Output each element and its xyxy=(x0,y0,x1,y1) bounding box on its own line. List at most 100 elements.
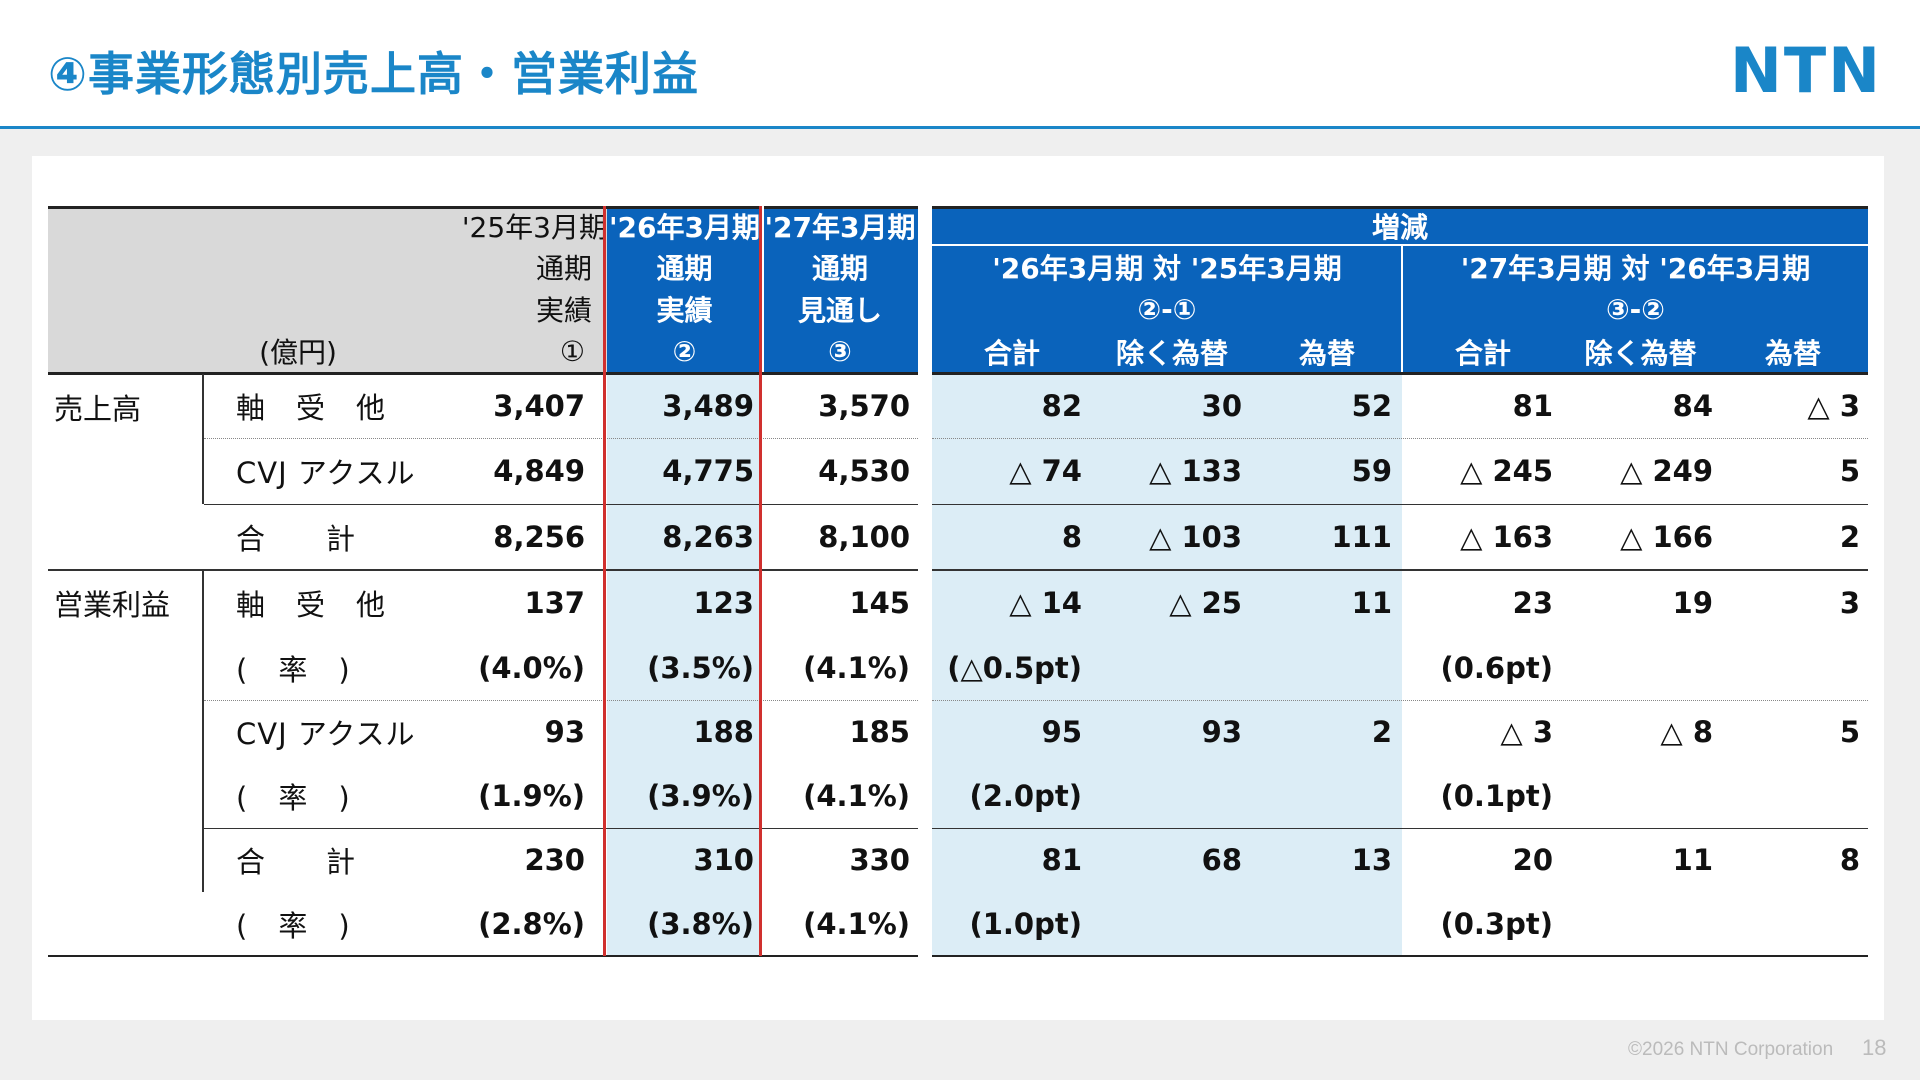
row-divider xyxy=(932,438,1868,439)
table-cell: 68 xyxy=(1201,843,1242,877)
table-cell: 4,530 xyxy=(818,454,910,488)
table-cell: △ 166 xyxy=(1620,520,1713,554)
page-title: ④事業形態別売上高・営業利益 xyxy=(48,47,699,101)
table-cell: (△0.5pt) xyxy=(947,651,1082,685)
col-fy26-line2: 通期 xyxy=(656,252,713,285)
change2-title: '27年3月期 対 '26年3月期 xyxy=(1460,252,1811,285)
table-cell xyxy=(1563,892,1713,956)
header-blue-change xyxy=(932,206,1868,374)
table-cell: 8 xyxy=(1839,843,1860,877)
page-number: 18 xyxy=(1862,1035,1887,1060)
table-cell xyxy=(1252,636,1392,700)
change2-formula: ③-② xyxy=(1605,292,1666,326)
table-cell: 8 xyxy=(1061,520,1082,554)
col-fy25-line4: ① xyxy=(559,334,585,368)
change2-sub-excl-fx: 除く為替 xyxy=(1584,337,1697,370)
table-cell: (3.5%) xyxy=(647,651,754,685)
table-cell: 2 xyxy=(1839,520,1860,554)
table-cell: (0.6pt) xyxy=(1440,651,1553,685)
table-cell: △ 14 xyxy=(1009,586,1082,620)
table-cell: 5 xyxy=(1839,715,1860,749)
table-cell: 19 xyxy=(1672,586,1713,620)
header-bottom-line-right xyxy=(932,372,1868,375)
table-cell: (1.9%) xyxy=(478,779,585,813)
header-divider xyxy=(0,126,1920,129)
table-cell: 3,570 xyxy=(818,389,910,423)
row-label: ( 率 ) xyxy=(236,909,351,943)
fy26-frame-left xyxy=(603,206,606,956)
table-cell: 8,100 xyxy=(818,520,910,554)
table-cell: 185 xyxy=(849,715,910,749)
copyright: ©2026 NTN Corporation xyxy=(1628,1039,1834,1060)
table-cell: 84 xyxy=(1672,389,1713,423)
table-cell: 59 xyxy=(1351,454,1392,488)
table-cell xyxy=(1718,636,1860,700)
header-blue-fy26 xyxy=(607,206,762,374)
row-label: 合 計 xyxy=(236,522,357,556)
table-cell: 3,407 xyxy=(493,389,585,423)
ntn-logo: NTN xyxy=(1730,34,1883,107)
change2-sub-fx: 為替 xyxy=(1764,337,1821,370)
table-cell: 81 xyxy=(1041,843,1082,877)
row-divider xyxy=(204,438,918,439)
table-cell: △ 249 xyxy=(1620,454,1713,488)
col-fy26-line1: '26年3月期 xyxy=(608,211,761,244)
group-divider xyxy=(48,569,918,571)
table-cell: △ 245 xyxy=(1460,454,1553,488)
change1-sub-fx: 為替 xyxy=(1298,337,1355,370)
group-label-operating-profit: 営業利益 xyxy=(54,588,171,622)
row-divider xyxy=(932,828,1868,829)
label-col-separator xyxy=(202,570,204,892)
table-cell: 310 xyxy=(693,843,754,877)
row-label: 軸 受 他 xyxy=(236,588,387,622)
table-cell: 188 xyxy=(693,715,754,749)
table-bottom-line xyxy=(48,955,918,957)
table-cell: △ 25 xyxy=(1169,586,1242,620)
table-cell: (1.0pt) xyxy=(969,907,1082,941)
table-cell: (4.1%) xyxy=(803,651,910,685)
table-bottom-line xyxy=(932,955,1868,957)
row-divider xyxy=(204,700,918,701)
table-cell: 123 xyxy=(693,586,754,620)
table-cell: 111 xyxy=(1331,520,1392,554)
table-cell: (4.1%) xyxy=(803,907,910,941)
table-cell: △ 163 xyxy=(1460,520,1553,554)
change-divider-v xyxy=(1401,246,1403,374)
table-cell: (0.3pt) xyxy=(1440,907,1553,941)
table-cell: 8,263 xyxy=(662,520,754,554)
table-cell: 5 xyxy=(1839,454,1860,488)
table-cell: 330 xyxy=(849,843,910,877)
table-cell: △ 103 xyxy=(1149,520,1242,554)
table-cell: (0.1pt) xyxy=(1440,779,1553,813)
row-label: CVJ アクスル xyxy=(236,456,416,490)
table-cell: 81 xyxy=(1512,389,1553,423)
table-cell: 30 xyxy=(1201,389,1242,423)
table-cell xyxy=(1563,636,1713,700)
table-cell: △ 3 xyxy=(1500,715,1553,749)
table-cell: 11 xyxy=(1351,586,1392,620)
table-cell xyxy=(1718,764,1860,828)
table-cell xyxy=(1092,636,1242,700)
row-label: ( 率 ) xyxy=(236,781,351,815)
table-cell xyxy=(1252,892,1392,956)
col-fy25-line2: 通期 xyxy=(535,252,592,285)
col-fy25-line3: 実績 xyxy=(535,294,592,327)
table-cell xyxy=(1718,892,1860,956)
table-cell: 13 xyxy=(1351,843,1392,877)
header-bar xyxy=(0,0,1920,128)
results-table: '25年3月期 通期 実績 ① (億円) '26年3月期 通期 実績 ② '27… xyxy=(48,206,1868,957)
table-cell: △ 3 xyxy=(1807,389,1860,423)
row-divider xyxy=(204,504,918,505)
row-divider xyxy=(932,504,1868,505)
table-cell: (2.0pt) xyxy=(969,779,1082,813)
row-label: ( 率 ) xyxy=(236,653,351,687)
table-cell: 145 xyxy=(849,586,910,620)
table-cell: 95 xyxy=(1041,715,1082,749)
table-cell: △ 133 xyxy=(1149,454,1242,488)
table-cell xyxy=(1092,764,1242,828)
col-fy25-line1: '25年3月期 xyxy=(461,211,607,244)
table-cell: △ 74 xyxy=(1009,454,1082,488)
header-bottom-line xyxy=(48,372,918,375)
table-cell: 52 xyxy=(1351,389,1392,423)
row-divider xyxy=(204,828,918,829)
